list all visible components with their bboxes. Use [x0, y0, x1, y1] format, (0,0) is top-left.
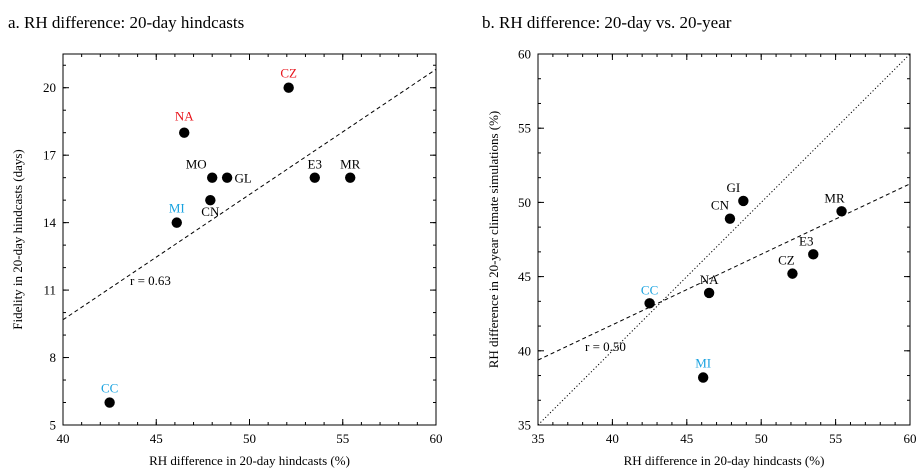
data-point-gl — [221, 172, 233, 183]
x-tick-label-0: 45 — [150, 431, 163, 446]
data-point-cn — [205, 194, 216, 206]
identity-line-1 — [538, 54, 910, 425]
data-point-mr — [836, 206, 847, 217]
panel-title-1: b. RH difference: 20-day vs. 20-year — [482, 13, 732, 32]
data-point-cn — [724, 213, 736, 224]
y-tick-label-0: 8 — [50, 350, 57, 365]
y-tick-label-0: 17 — [43, 148, 57, 163]
data-point-na — [703, 287, 715, 299]
point-label-gl: GL — [234, 171, 251, 186]
data-point-mi — [171, 217, 182, 228]
data-point-mo — [207, 172, 218, 183]
x-tick-label-0: 50 — [243, 431, 256, 446]
point-label-mi: MI — [695, 356, 711, 371]
x-tick-label-0: 55 — [336, 431, 349, 446]
regression-line-1 — [538, 183, 910, 361]
data-point-mr — [345, 172, 356, 183]
x-axis-label-1: RH difference in 20-day hindcasts (%) — [624, 453, 825, 468]
point-label-cn: CN — [201, 204, 220, 219]
y-tick-label-1: 40 — [518, 343, 531, 358]
point-label-mr: MR — [824, 190, 845, 205]
point-label-mo: MO — [186, 157, 207, 172]
x-tick-label-1: 50 — [755, 431, 768, 446]
y-tick-label-1: 50 — [518, 195, 531, 210]
y-tick-label-1: 45 — [518, 269, 531, 284]
point-label-gi: GI — [726, 180, 740, 195]
point-label-na: NA — [175, 109, 194, 124]
x-tick-label-0: 40 — [57, 431, 70, 446]
x-tick-label-0: 60 — [430, 431, 443, 446]
x-tick-label-1: 35 — [532, 431, 545, 446]
data-point-mi — [697, 372, 709, 383]
data-point-cz — [787, 268, 798, 279]
regression-line-0 — [63, 68, 436, 321]
y-tick-label-0: 14 — [43, 215, 57, 230]
y-axis-label-0: Fidelity in 20-day hindcasts (days) — [10, 149, 25, 330]
panel-title-0: a. RH difference: 20-day hindcasts — [8, 13, 244, 32]
x-tick-label-1: 55 — [829, 431, 842, 446]
y-axis-label-1: RH difference in 20-year climate simulat… — [486, 111, 501, 369]
data-point-e3 — [808, 249, 819, 260]
data-point-cc — [104, 397, 115, 408]
y-tick-label-0: 5 — [50, 418, 57, 433]
point-label-e3: E3 — [799, 233, 813, 248]
plot-frame-0 — [62, 53, 437, 426]
point-label-cn: CN — [711, 198, 730, 213]
y-tick-label-1: 60 — [518, 47, 531, 62]
data-point-cc — [644, 298, 655, 309]
data-point-e3 — [309, 172, 320, 183]
data-point-gi — [738, 195, 749, 207]
y-tick-label-1: 35 — [518, 418, 531, 433]
data-point-na — [179, 127, 190, 138]
x-tick-label-1: 45 — [680, 431, 693, 446]
y-tick-label-1: 55 — [518, 121, 531, 136]
point-label-cc: CC — [641, 282, 658, 297]
point-label-cz: CZ — [778, 253, 795, 268]
plot-frame-1 — [537, 53, 911, 426]
correlation-label-1: r = 0.50 — [585, 339, 626, 354]
data-point-cz — [283, 82, 294, 93]
y-tick-label-0: 11 — [43, 283, 56, 298]
point-label-e3: E3 — [308, 157, 322, 172]
point-label-cc: CC — [101, 381, 118, 396]
x-axis-label-0: RH difference in 20-day hindcasts (%) — [149, 453, 350, 468]
y-tick-label-0: 20 — [43, 80, 56, 95]
x-tick-label-1: 60 — [904, 431, 917, 446]
point-label-cz: CZ — [280, 66, 297, 81]
point-label-mr: MR — [340, 157, 361, 172]
x-tick-label-1: 40 — [606, 431, 619, 446]
point-label-mi: MI — [169, 201, 185, 216]
point-label-na: NA — [700, 272, 719, 287]
correlation-label-0: r = 0.63 — [130, 273, 171, 288]
